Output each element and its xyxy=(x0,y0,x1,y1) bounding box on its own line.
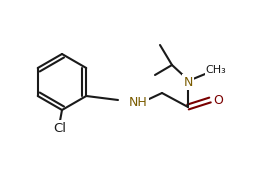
Text: NH: NH xyxy=(129,96,147,109)
Text: CH₃: CH₃ xyxy=(206,65,226,75)
Text: Cl: Cl xyxy=(54,122,67,135)
Text: O: O xyxy=(213,94,223,107)
Text: N: N xyxy=(183,76,193,89)
